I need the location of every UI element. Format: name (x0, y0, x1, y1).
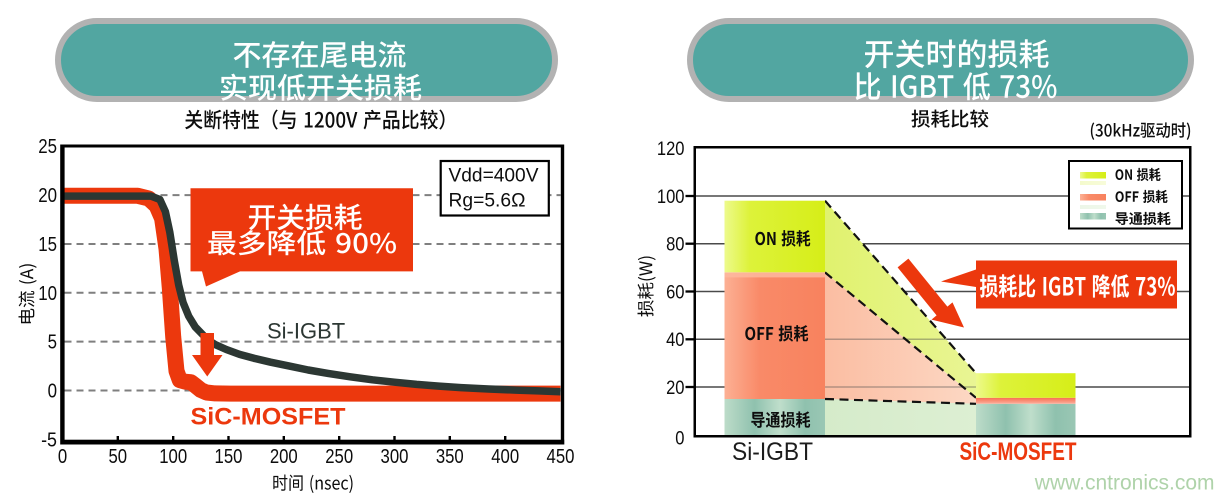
svg-text:25: 25 (38, 136, 57, 158)
svg-text:Si-IGBT: Si-IGBT (267, 319, 345, 344)
svg-text:80: 80 (666, 234, 685, 256)
svg-text:0: 0 (58, 445, 67, 468)
svg-text:350: 350 (436, 445, 464, 468)
svg-text:250: 250 (325, 445, 353, 468)
svg-text:40: 40 (666, 329, 685, 351)
svg-text:www.cntronics.com: www.cntronics.com (1034, 472, 1215, 495)
svg-text:200: 200 (270, 445, 298, 468)
svg-text:-5: -5 (41, 429, 57, 451)
svg-text:10: 10 (38, 283, 57, 305)
svg-text:20: 20 (666, 377, 685, 399)
svg-text:0: 0 (48, 381, 57, 403)
svg-text:SiC-MOSFET: SiC-MOSFET (191, 404, 346, 431)
svg-text:450: 450 (547, 445, 575, 468)
svg-text:Rg=5.6Ω: Rg=5.6Ω (449, 189, 526, 211)
svg-text:300: 300 (381, 445, 409, 468)
svg-text:400: 400 (491, 445, 519, 468)
svg-text:Si-IGBT: Si-IGBT (732, 438, 813, 466)
svg-text:120: 120 (657, 138, 685, 160)
svg-text:100: 100 (657, 186, 685, 208)
svg-text:5: 5 (48, 332, 57, 354)
svg-text:150: 150 (215, 445, 243, 468)
svg-text:100: 100 (159, 445, 187, 468)
svg-text:15: 15 (38, 234, 57, 256)
svg-text:Vdd=400V: Vdd=400V (449, 165, 539, 187)
svg-text:0: 0 (675, 428, 684, 450)
svg-text:SiC-MOSFET: SiC-MOSFET (960, 438, 1077, 466)
svg-text:20: 20 (38, 185, 57, 207)
svg-text:60: 60 (666, 281, 685, 303)
svg-text:50: 50 (109, 445, 128, 468)
